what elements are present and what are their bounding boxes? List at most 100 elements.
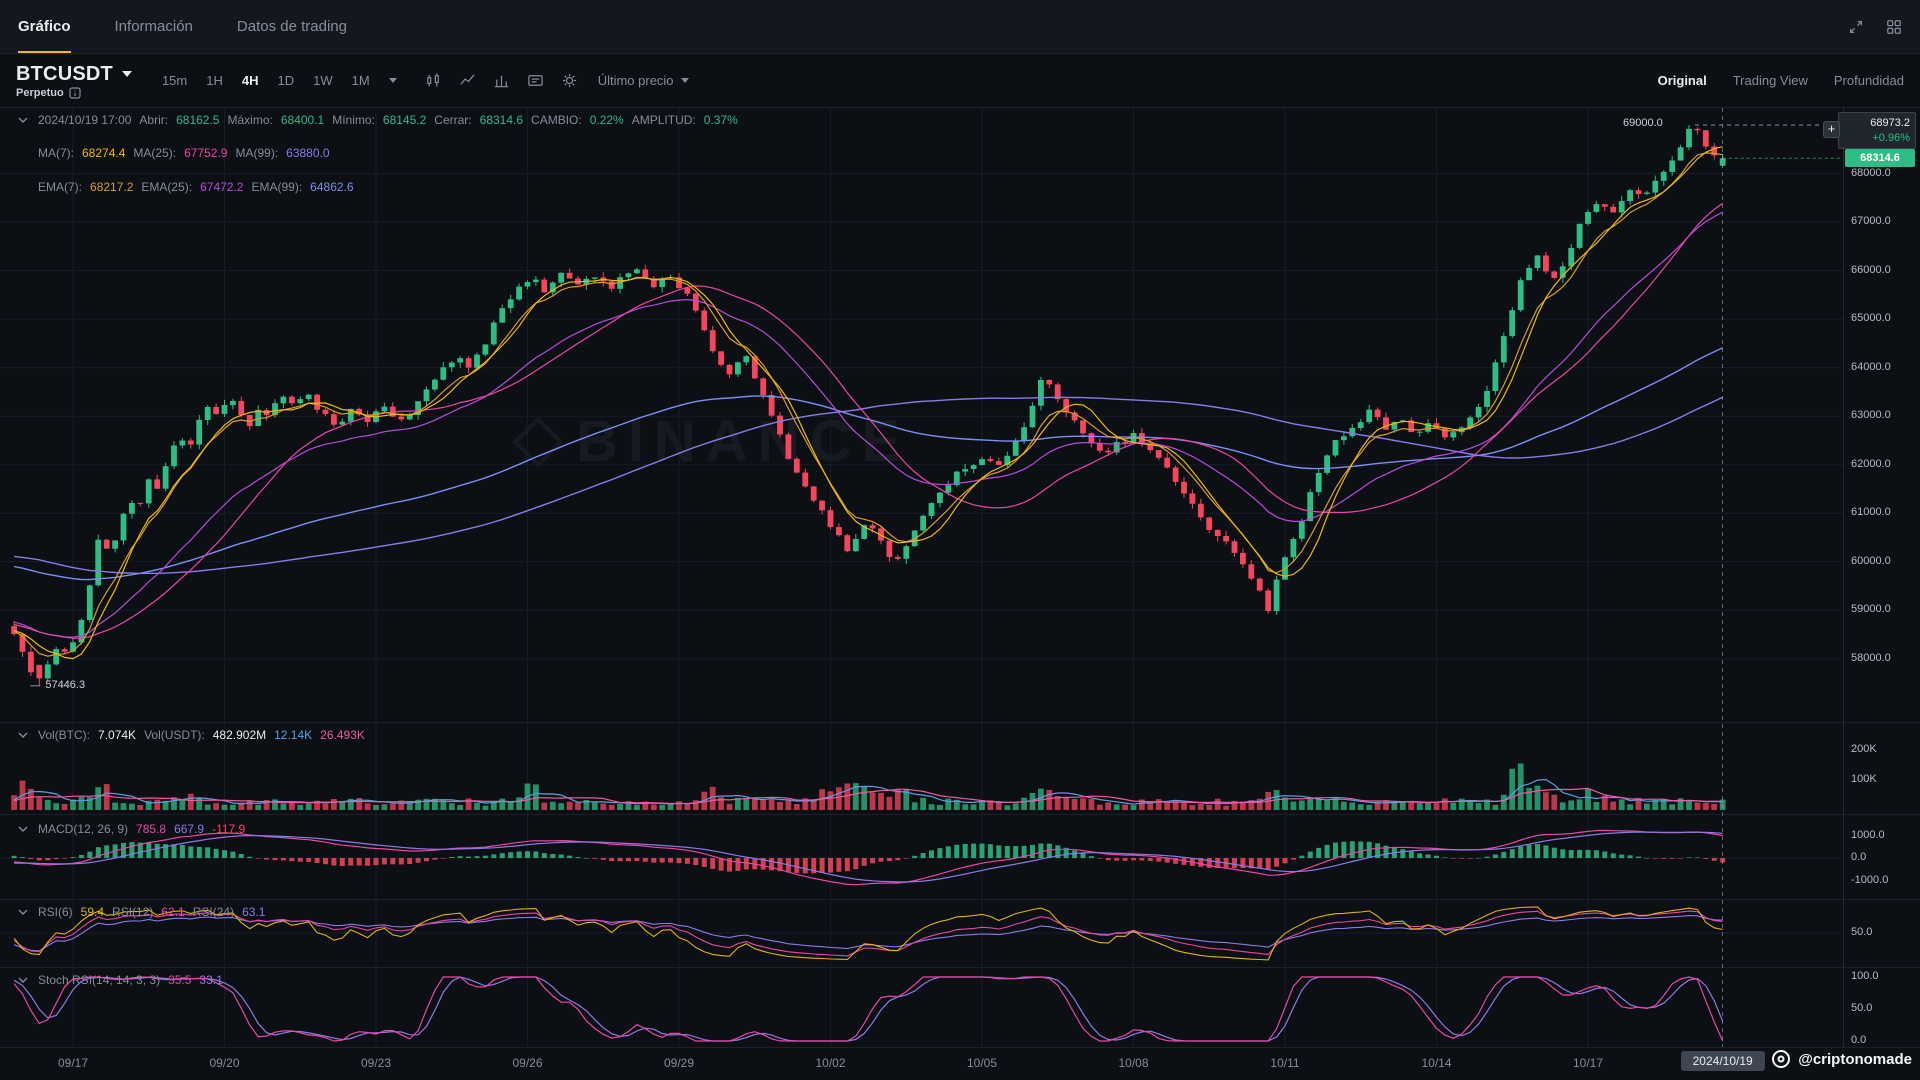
indicators-icon[interactable] [493,72,510,89]
tab-informacion-label: Información [114,18,193,35]
line-chart-icon[interactable] [459,72,476,89]
axis-tick-label: 100.0 [1851,970,1879,982]
credit-handle: @criptonomade [1798,1050,1912,1068]
timeframe-dropdown-icon[interactable] [388,78,397,83]
view-tab-tradingview[interactable]: Trading View [1732,73,1808,88]
timeframe-1w[interactable]: 1W [313,73,333,88]
price-mode-label: Último precio [597,73,674,88]
price-mode-dropdown[interactable]: Último precio [598,73,689,88]
collapse-rsi-icon[interactable] [18,908,28,916]
tab-grafico[interactable]: Gráfico [18,0,71,53]
view-tabs: Original Trading View Profundidad [1658,73,1904,88]
panel-divider [0,899,1920,900]
axis-tick-label: 0.0 [1851,851,1867,863]
indicator-line [14,396,1724,575]
settings-gear-icon[interactable] [561,72,578,89]
credit-watermark: @criptonomade [1771,1049,1912,1069]
candles-layer [11,125,1726,686]
axis-tick-label: 65000.0 [1851,312,1891,325]
tab-datos-de-trading-label: Datos de trading [236,18,347,35]
timeframe-1d[interactable]: 1D [277,73,295,88]
indicator-line [13,211,1723,638]
price-axis-border [1843,108,1844,1047]
active-tab-indicator [18,51,71,53]
indicator-line [13,906,1723,961]
time-axis-label: 10/11 [1270,1056,1300,1070]
crosshair-vertical-line [1722,108,1724,1047]
time-axis-label: 09/23 [360,1056,392,1070]
price-axis[interactable] [1843,108,1920,1047]
view-tab-original[interactable]: Original [1657,73,1707,88]
collapse-macd-icon[interactable] [18,825,28,833]
macd-svg [0,814,1843,899]
axis-tick-label: 61000.0 [1851,506,1891,519]
nav-right-icons [1848,19,1902,35]
display-settings-icon[interactable] [527,72,544,89]
panel-divider [0,967,1920,968]
axis-tick-label: 200K [1851,742,1877,755]
timeframe-1m[interactable]: 1M [351,73,370,88]
axis-tick-label: 50.0 [1851,926,1873,938]
time-axis-label: 09/29 [663,1056,695,1070]
last-price-badge[interactable]: 68314.6 [1845,149,1915,168]
indicator-line [13,976,1724,1042]
view-tab-profundidad[interactable]: Profundidad [1833,73,1904,88]
high-price-annotation: 69000.0 [1623,116,1663,129]
tab-informacion[interactable]: Información [115,0,193,53]
time-axis-label: 09/20 [209,1056,240,1070]
symbol-selector[interactable]: BTCUSDT Perpetuo [16,63,132,99]
indicator-line [13,146,1723,660]
axis-tick-label: 59000.0 [1851,603,1891,616]
time-axis-label: 10/17 [1572,1056,1604,1070]
indicator-line [13,152,1723,657]
collapse-stoch-icon[interactable] [18,976,28,984]
indicator-line [13,787,1723,805]
time-axis-label: 10/02 [815,1056,846,1070]
axis-tick-label: 67000.0 [1851,215,1891,228]
price-stat-box[interactable]: 68973.2 +0.96% [1838,112,1916,149]
stat-change: +0.96% [1872,131,1910,144]
axis-tick-label: 60000.0 [1851,554,1891,567]
axis-tick-label: 63000.0 [1851,409,1891,422]
chart-type-icon[interactable] [425,72,442,89]
axis-tick-label: -1000.0 [1851,873,1889,886]
layout-grid-icon[interactable] [1886,19,1902,35]
nav-tabs: Gráfico Información Datos de trading [18,0,347,53]
timeframe-1h[interactable]: 1H [206,73,223,88]
indicator-line [13,910,1723,957]
indicator-line [13,202,1724,639]
low-price-annotation: 57446.3 [45,678,86,691]
collapse-volume-icon[interactable] [18,731,28,739]
fullscreen-icon[interactable] [1848,19,1864,35]
time-axis-label: 10/05 [966,1056,998,1070]
axis-tick-label: 100K [1851,772,1877,785]
stat-price: 68973.2 [1870,116,1910,129]
axis-tick-label: 66000.0 [1851,263,1891,276]
tab-datos-de-trading[interactable]: Datos de trading [237,0,347,53]
panel-divider [0,814,1920,815]
symbol-dropdown-icon[interactable] [121,71,132,77]
axis-tick-label: 58000.0 [1851,651,1891,664]
binance-watermark-text: BINANCE [576,409,911,474]
add-alert-button[interactable]: + [1823,121,1840,138]
time-axis-border [0,1047,1920,1048]
collapse-ohlc-icon[interactable] [18,116,28,124]
top-nav: Gráfico Información Datos de trading [0,0,1920,54]
chart-tools [425,72,578,89]
timeframe-15m[interactable]: 15m [161,73,188,88]
time-axis-label: 10/08 [1118,1056,1149,1070]
time-axis[interactable] [0,1047,1920,1080]
stoch-rsi-svg [13,967,1724,1047]
current-date-box: 2024/10/19 [1680,1051,1765,1071]
axis-tick-label: 0.0 [1851,1034,1867,1046]
indicator-line [13,347,1723,581]
chart-toolbar: BTCUSDT Perpetuo 15m 1H 4H 1D 1W 1M [0,54,1920,108]
price-mode-caret-icon [680,78,689,83]
rsi-svg [0,899,1843,967]
price-chart-svg [0,108,1843,722]
contract-info-icon[interactable] [69,86,81,99]
axis-tick-label: 50.0 [1851,1002,1873,1014]
timeframe-4h[interactable]: 4H [241,73,259,88]
